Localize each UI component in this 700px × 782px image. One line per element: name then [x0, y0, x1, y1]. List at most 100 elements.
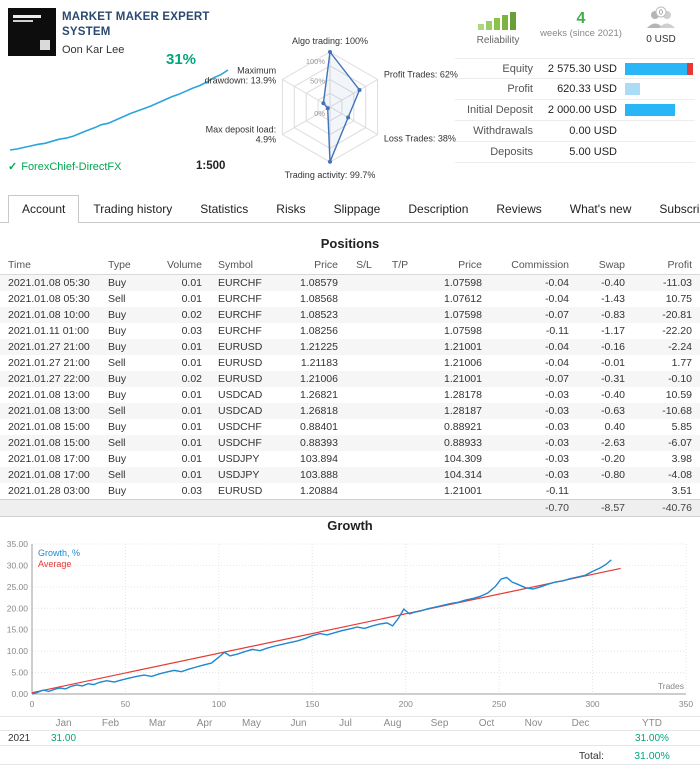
tab-risks[interactable]: Risks	[276, 202, 306, 216]
cell: -0.10	[668, 373, 692, 385]
cell: -6.07	[668, 437, 692, 449]
cell: -0.16	[601, 341, 625, 353]
svg-text:drawdown: 13.9%: drawdown: 13.9%	[205, 76, 277, 86]
cell: -0.03	[545, 453, 569, 465]
total-cell	[346, 499, 382, 517]
tab-what-s-new[interactable]: What's new	[569, 202, 632, 216]
cell: 10.75	[665, 293, 692, 305]
price-block: 0 0 USD	[628, 6, 694, 45]
growth-title: Growth	[327, 518, 373, 533]
cell: 0.03	[181, 325, 202, 337]
cell	[346, 291, 382, 307]
brand-logo	[8, 8, 56, 56]
cell: Buy	[108, 373, 127, 385]
tab-statistics[interactable]: Statistics	[200, 202, 249, 216]
cell: -0.01	[601, 357, 625, 369]
cell: -0.31	[601, 373, 625, 385]
year-row: 2021 31.00 31.00%	[0, 731, 700, 746]
cell: EURUSD	[218, 341, 263, 353]
cell: 103.888	[300, 469, 338, 481]
cell: 0.01	[181, 469, 202, 481]
cell: 3.51	[671, 485, 692, 497]
cell	[346, 387, 382, 403]
svg-text:Algo trading: 100%: Algo trading: 100%	[292, 36, 368, 46]
cell: 1.07598	[444, 309, 482, 321]
svg-text:300: 300	[585, 699, 599, 709]
cell: -0.40	[601, 389, 625, 401]
month-label: Sep	[430, 718, 449, 729]
cell: EURUSD	[218, 373, 263, 385]
positions-total-row: -0.70 -8.57 -40.76	[0, 499, 700, 517]
total-cell: -40.76	[633, 499, 700, 517]
table-row: 2021.01.08 17:00 Sell 0.01 USDJPY 103.888 104…	[0, 467, 700, 483]
cell: 0.01	[181, 293, 202, 305]
svg-text:35.00: 35.00	[7, 539, 29, 549]
cell: 104.309	[444, 453, 482, 465]
month-label: Aug	[383, 718, 402, 729]
cell: Sell	[108, 357, 126, 369]
svg-text:0: 0	[30, 699, 35, 709]
stat-label: Profit	[507, 83, 533, 95]
leverage-value: 1:500	[196, 160, 226, 172]
table-row: 2021.01.08 05:30 Buy 0.01 EURCHF 1.08579 1.07…	[0, 274, 700, 292]
cell: 1.07612	[444, 293, 482, 305]
positions-title: Positions	[320, 236, 380, 251]
svg-text:100: 100	[212, 699, 226, 709]
cell: Buy	[108, 485, 127, 497]
cell: Sell	[108, 437, 126, 449]
age-value: 4	[576, 10, 586, 27]
cell: 2021.01.08 15:00	[8, 437, 90, 449]
svg-text:15.00: 15.00	[7, 625, 29, 635]
cell: Buy	[108, 389, 127, 401]
cell: 1.28178	[444, 389, 482, 401]
broker-link[interactable]: ForexChief-DirectFX	[21, 160, 122, 173]
cell	[382, 403, 418, 419]
cell: Buy	[108, 277, 127, 289]
tab-reviews[interactable]: Reviews	[496, 202, 542, 216]
cell: 1.08523	[300, 309, 338, 321]
verified-check-icon: ✓	[8, 161, 18, 173]
cell: 1.20884	[300, 485, 338, 497]
cell: 1.77	[671, 357, 692, 369]
reliability-bars-icon	[478, 12, 516, 30]
cell: 2021.01.08 05:30	[8, 293, 90, 305]
cell	[577, 483, 633, 500]
cell: 2021.01.08 13:00	[8, 405, 90, 417]
column-header: Type	[100, 256, 150, 275]
total-cell	[150, 499, 210, 517]
cell	[346, 403, 382, 419]
month-label: Jun	[290, 718, 307, 729]
tab-subscribers[interactable]: Subscribers	[659, 202, 700, 216]
cell	[346, 467, 382, 483]
cell: 2021.01.08 15:00	[8, 421, 90, 433]
svg-text:50%: 50%	[310, 77, 325, 86]
svg-text:Profit Trades: 62%: Profit Trades: 62%	[384, 70, 458, 80]
cell: 0.01	[181, 405, 202, 417]
tab-description[interactable]: Description	[408, 202, 469, 216]
year-label: 2021	[8, 732, 31, 744]
cell: 2021.01.27 22:00	[8, 373, 90, 385]
cell: 0.40	[604, 421, 625, 433]
account-stats: Equity 2 575.30 USD Profit 620.33 USD Initia…	[455, 58, 695, 163]
month-label: Feb	[101, 718, 120, 729]
cell	[382, 339, 418, 355]
total-cell	[382, 499, 418, 517]
stat-label: Equity	[502, 62, 533, 75]
svg-text:200: 200	[399, 699, 413, 709]
author-link[interactable]: Oon Kar Lee	[62, 44, 125, 56]
cell: -0.03	[545, 469, 569, 481]
cell	[346, 275, 382, 292]
column-header: Swap	[577, 256, 633, 275]
svg-text:250: 250	[492, 699, 506, 709]
stat-bar	[625, 62, 695, 75]
stat-value: 0.00 USD	[569, 125, 617, 137]
cell: -0.11	[545, 325, 569, 337]
cell: -0.04	[545, 293, 569, 305]
table-row: 2021.01.08 13:00 Buy 0.01 USDCAD 1.26821 1.28…	[0, 387, 700, 403]
total-cell: -8.57	[577, 499, 633, 517]
cell: 0.01	[181, 453, 202, 465]
column-header: Symbol	[210, 256, 278, 275]
tab-account[interactable]: Account	[8, 195, 80, 223]
tab-trading-history[interactable]: Trading history	[93, 202, 173, 216]
tab-slippage[interactable]: Slippage	[333, 202, 381, 216]
